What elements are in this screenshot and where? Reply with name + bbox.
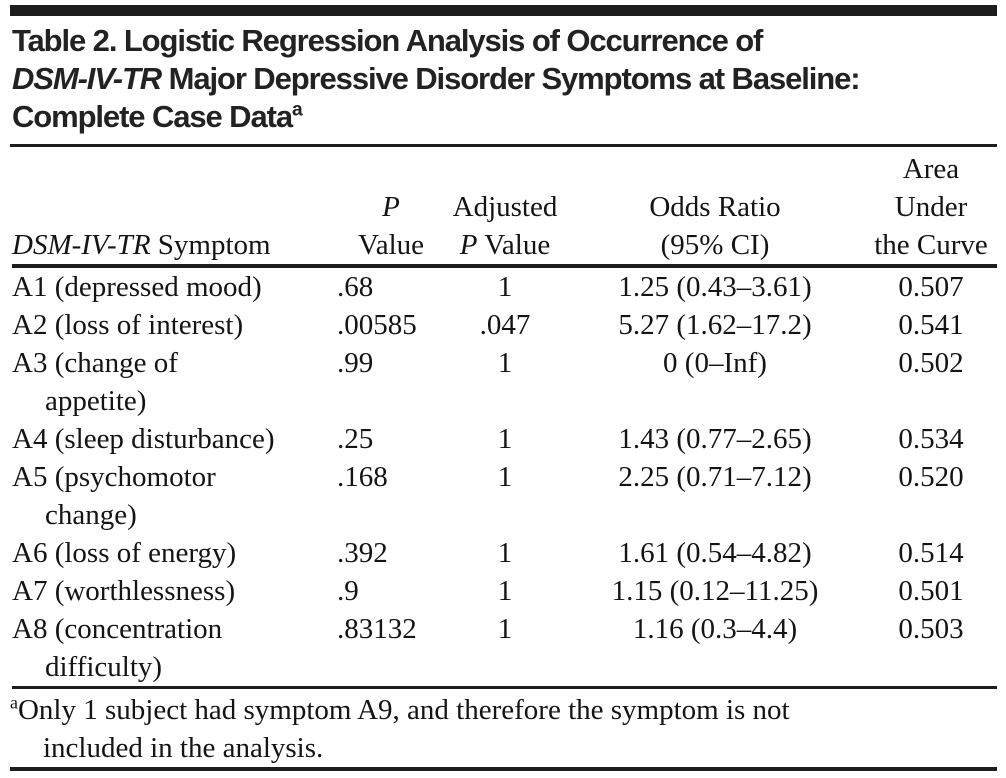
cell-odds-ratio: 1.25 (0.43–3.61) [618,271,812,303]
col-header-p-line1: P [382,191,400,223]
col-header-symptom-rest: Symptom [150,229,271,261]
cell-adjusted-p-value: 1 [497,347,513,379]
cell-odds-ratio: 1.61 (0.54–4.82) [618,537,812,569]
cell-symptom: A3 (change of appetite) [12,347,178,417]
cell-odds-ratio: 2.25 (0.71–7.12) [618,461,812,493]
cell-p-value: .9 [337,575,359,607]
cell-adjusted-p-value: 1 [497,423,513,455]
cell-symptom: A1 (depressed mood) [12,271,262,303]
table-row: A2 (loss of interest) .00585 .047 5.27 (… [12,306,997,344]
col-header-auc-line3: the Curve [874,229,988,261]
cell-p-value: .68 [337,271,374,303]
cell-auc: 0.520 [898,461,964,493]
table-footnote: aOnly 1 subject had symptom A9, and ther… [10,691,1006,767]
table-title-line2-italic: DSM-IV-TR [12,61,162,96]
cell-p-value: .00585 [337,309,417,341]
col-header-odds-ratio: Odds Ratio (95% CI) [565,150,865,268]
table-row: A4 (sleep disturbance) .25 1 1.43 (0.77–… [12,420,997,458]
cell-symptom: A5 (psychomotor change) [12,461,216,531]
cell-auc: 0.503 [865,610,997,689]
col-header-symptom-italic: DSM-IV-TR [12,229,151,261]
table-row: A8 (concentration difficulty) .83132 1 1… [12,610,997,689]
top-thick-rule [10,5,997,16]
cell-p-value: .392 [337,537,388,569]
col-header-auc-line2: Under [894,191,968,223]
table-row: A1 (depressed mood) .68 1 1.25 (0.43–3.6… [12,266,997,306]
col-header-p-value: P Value [337,150,445,268]
cell-p-value: .25 [337,423,374,455]
cell-symptom: A4 (sleep disturbance) [12,423,275,455]
col-header-or-line2: (95% CI) [660,229,770,261]
cell-adjusted-p-value: 1 [497,575,513,607]
table-title: Table 2. Logistic Regression Analysis of… [12,22,861,136]
cell-p-value: .83132 [337,610,445,689]
cell-adjusted-p-value: 1 [445,610,565,689]
cell-odds-ratio: 1.16 (0.3–4.4) [565,610,865,689]
table-title-line3: Complete Case Data [12,99,293,134]
col-header-symptom: DSM-IV-TR Symptom [12,150,337,268]
col-header-p-line2: Value [357,229,425,261]
cell-symptom: A6 (loss of energy) [12,537,237,569]
title-separator-rule [10,144,997,147]
cell-auc: 0.502 [898,347,964,379]
col-header-adj-line1: Adjusted [452,191,558,223]
cell-symptom: A8 (concentration difficulty) [12,610,337,689]
table-header: DSM-IV-TR Symptom P Value Adjusted P Val… [12,150,997,268]
table-row: A5 (psychomotor change) .168 1 2.25 (0.7… [12,458,997,534]
footnote-marker: a [10,692,18,713]
col-header-auc: Area Under the Curve [865,150,997,268]
table-title-line2-rest: Major Depressive Disorder Symptoms at Ba… [161,61,861,96]
cell-auc: 0.501 [898,575,964,607]
table-row: A7 (worthlessness) .9 1 1.15 (0.12–11.25… [12,572,997,610]
cell-symptom: A2 (loss of interest) [12,309,244,341]
table-row: A6 (loss of energy) .392 1 1.61 (0.54–4.… [12,534,997,572]
cell-p-value: .99 [337,347,374,379]
footnote-text: Only 1 subject had symptom A9, and there… [17,694,790,764]
cell-odds-ratio: 5.27 (1.62–17.2) [618,309,812,341]
bottom-rule [10,767,997,771]
cell-odds-ratio: 0 (0–Inf) [663,347,767,379]
col-header-adj-line2-italic: P [459,229,478,261]
cell-odds-ratio: 1.43 (0.77–2.65) [618,423,812,455]
logistic-regression-table: DSM-IV-TR Symptom P Value Adjusted P Val… [12,150,997,689]
cell-auc: 0.507 [898,271,964,303]
col-header-adjusted-p-value: Adjusted P Value [445,150,565,268]
cell-symptom: A7 (worthlessness) [12,575,236,607]
cell-p-value: .168 [337,461,388,493]
table-body: A1 (depressed mood) .68 1 1.25 (0.43–3.6… [12,266,997,689]
cell-odds-ratio: 1.15 (0.12–11.25) [611,575,819,607]
table-row: A3 (change of appetite) .99 1 0 (0–Inf) … [12,344,997,420]
cell-auc: 0.534 [898,423,964,455]
cell-adjusted-p-value: 1 [497,271,513,303]
table-header-row: DSM-IV-TR Symptom P Value Adjusted P Val… [12,150,997,268]
table-title-line1: Table 2. Logistic Regression Analysis of… [12,23,763,58]
col-header-adj-line2-rest: Value [477,229,551,261]
cell-adjusted-p-value: 1 [497,461,513,493]
cell-adjusted-p-value: .047 [479,309,531,341]
cell-auc: 0.514 [898,537,964,569]
col-header-or-line1: Odds Ratio [649,191,781,223]
cell-auc: 0.541 [898,309,964,341]
cell-adjusted-p-value: 1 [497,537,513,569]
col-header-auc-line1: Area [902,153,960,185]
table-title-footnote-marker: a [291,99,303,121]
